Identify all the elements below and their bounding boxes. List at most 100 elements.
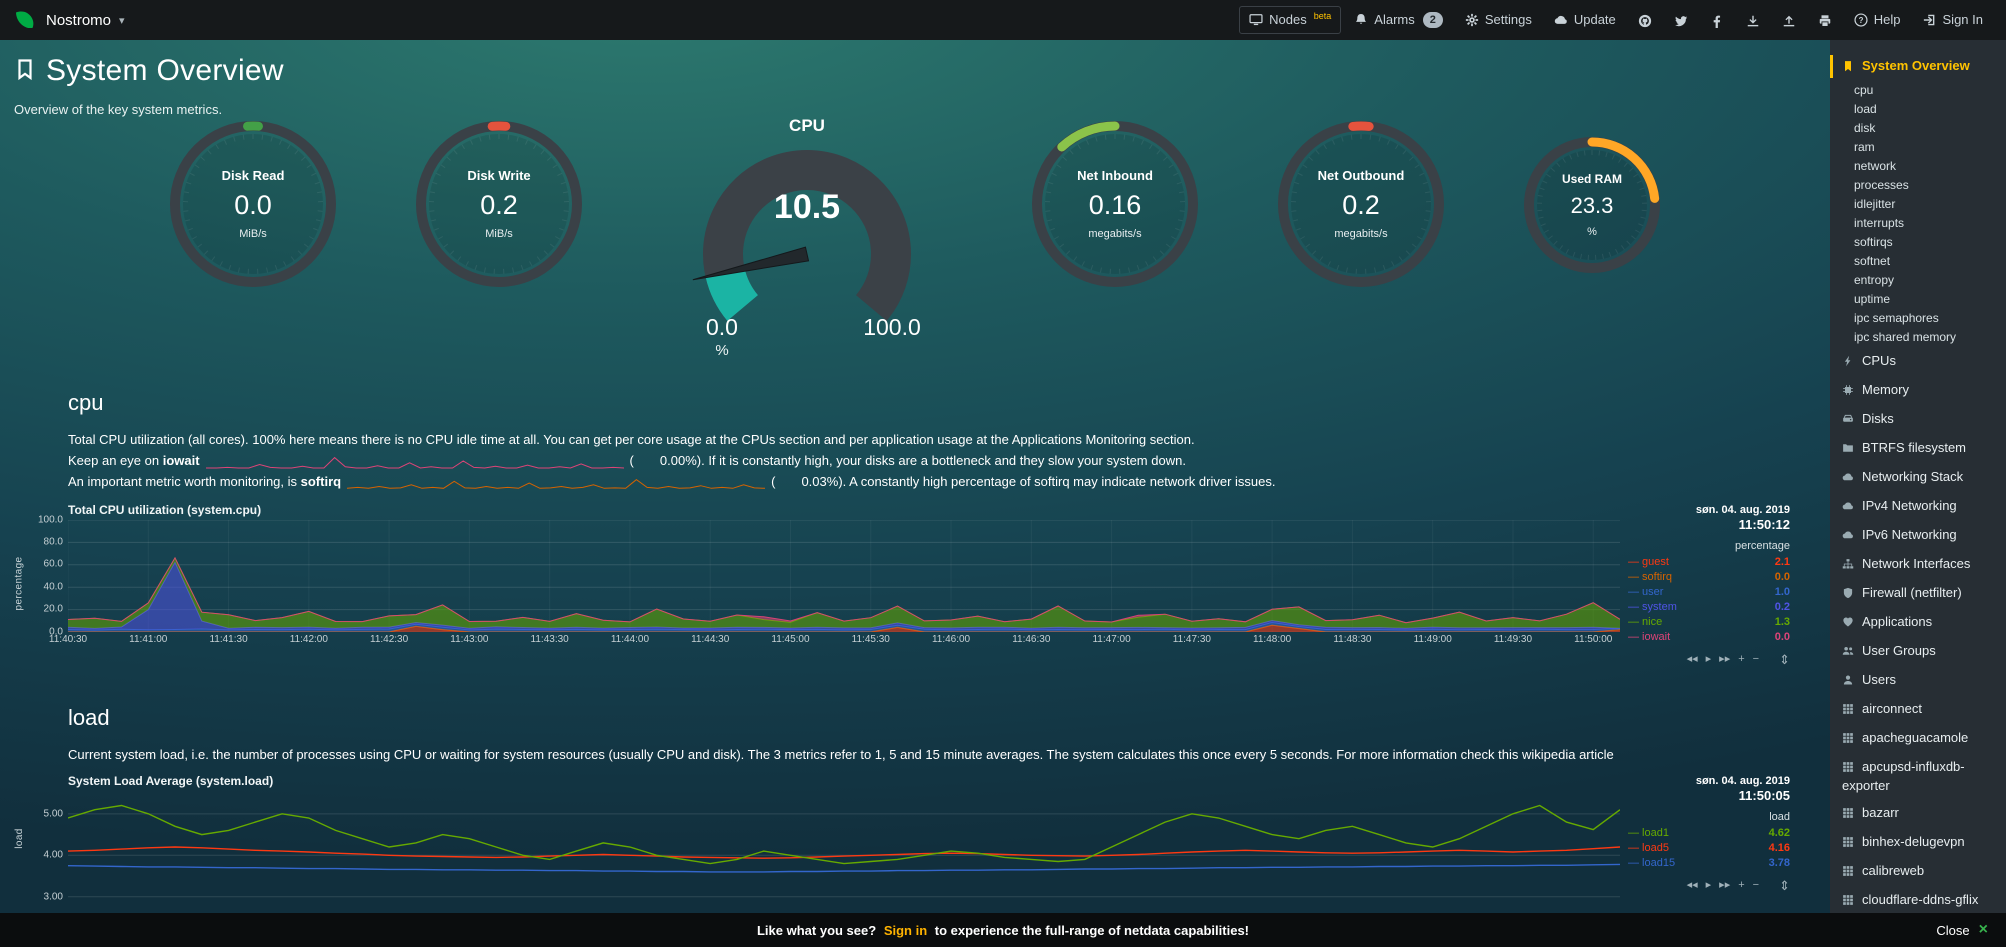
sidebar-item-networking-stack[interactable]: Networking Stack <box>1830 463 2006 492</box>
legend-load5[interactable]: — load5 4.16 <box>1628 841 1790 856</box>
legend-nice[interactable]: — nice 1.3 <box>1628 615 1790 630</box>
y-tick-label: 4.00 <box>43 849 63 861</box>
legend-load15[interactable]: — load15 3.78 <box>1628 856 1790 871</box>
chart-zoom-out-icon[interactable]: − <box>1752 652 1760 665</box>
legend-guest[interactable]: — guest 2.1 <box>1628 555 1790 570</box>
sidebar-item-bazarr[interactable]: bazarr <box>1830 799 2006 828</box>
sidebar-subitem-idlejitter[interactable]: idlejitter <box>1854 197 1896 211</box>
sidebar-item-cpus[interactable]: CPUs <box>1830 347 2006 376</box>
sidebar-item-binhex-delugevpn[interactable]: binhex-delugevpn <box>1830 828 2006 857</box>
gauge-net-inbound[interactable]: Net Inbound 0.16 megabits/s <box>1027 116 1203 292</box>
sidebar-subitem-cpu[interactable]: cpu <box>1854 83 1874 97</box>
nav-settings[interactable]: Settings <box>1456 7 1541 33</box>
chart-pan-forward-icon[interactable]: ▸▸ <box>1719 879 1731 892</box>
chart-pan-backward-icon[interactable]: ◂◂ <box>1686 879 1698 892</box>
sidebar-subitem-softnet[interactable]: softnet <box>1854 254 1891 268</box>
user-icon <box>1842 673 1857 690</box>
legend-user[interactable]: — user 1.0 <box>1628 585 1790 600</box>
nav-label: Alarms <box>1374 12 1415 27</box>
sidebar-subitem-uptime[interactable]: uptime <box>1854 292 1891 306</box>
banner-text: to experience the full-range of netdata … <box>931 922 1250 938</box>
nav-nodes[interactable]: Nodes beta <box>1239 6 1342 34</box>
gauge-cpu[interactable]: CPU 10.5 0.0 100.0% <box>657 116 957 366</box>
sidebar-item-ipv6-networking[interactable]: IPv6 Networking <box>1830 521 2006 550</box>
sidebar-subitem-interrupts[interactable]: interrupts <box>1854 216 1905 230</box>
sidebar-item-user-groups[interactable]: User Groups <box>1830 637 2006 666</box>
nav-print-button[interactable] <box>1809 8 1841 33</box>
chart-load[interactable]: load System Load Average (system.load) 3.0… <box>12 774 1790 903</box>
navbar-actions: Nodes beta Alarms 2 Settings Update ? Help Sign … <box>1239 6 1992 34</box>
legend-name: — system <box>1628 600 1677 613</box>
sidebar-subitem-ipc-semaphores[interactable]: ipc semaphores <box>1854 311 1939 325</box>
cloud-icon <box>1842 499 1857 516</box>
legend-load1[interactable]: — load1 4.62 <box>1628 826 1790 841</box>
sidebar-item-firewall-netfilter[interactable]: Firewall (netfilter) <box>1830 579 2006 608</box>
chart-zoom-out-icon[interactable]: − <box>1752 879 1760 892</box>
gauge-disk-read[interactable]: Disk Read 0.0 MiB/s <box>165 116 341 292</box>
sidebar-item-apacheguacamole[interactable]: apacheguacamole <box>1830 724 2006 753</box>
iowait-value: 0.00% <box>659 452 697 468</box>
chart-pan-backward-icon[interactable]: ◂◂ <box>1686 652 1698 665</box>
chart-zoom-in-icon[interactable]: + <box>1738 652 1745 665</box>
sidebar-item-system-overview[interactable]: System Overview <box>1830 52 2006 81</box>
sidebar-subitem-load[interactable]: load <box>1854 102 1877 116</box>
gauge-label: Disk Read <box>221 168 285 183</box>
nav-github-button[interactable] <box>1629 8 1661 33</box>
sidebar-item-applications[interactable]: Applications <box>1830 608 2006 637</box>
chart-play-icon[interactable]: ▸ <box>1705 652 1712 665</box>
chart-resize-icon[interactable]: ⇕ <box>1779 651 1790 667</box>
sidebar-subitem-ram[interactable]: ram <box>1854 140 1875 154</box>
beta-badge: beta <box>1313 11 1332 21</box>
nav-upload-button[interactable] <box>1773 8 1805 33</box>
twitter-icon <box>1674 14 1688 28</box>
nav-help[interactable]: ? Help <box>1845 7 1910 33</box>
sidebar-subitem-softirqs[interactable]: softirqs <box>1854 235 1893 249</box>
gauge-label: Net Outbound <box>1317 168 1405 183</box>
sidebar-item-cloudflare-ddns-gflix[interactable]: cloudflare-ddns-gflix <box>1830 886 2006 915</box>
sidebar-subitem-disk[interactable]: disk <box>1854 121 1876 135</box>
sidebar-item-network-interfaces[interactable]: Network Interfaces <box>1830 550 2006 579</box>
sidebar-item-btrfs-filesystem[interactable]: BTRFS filesystem <box>1830 434 2006 463</box>
sidebar-item-users[interactable]: Users <box>1830 666 2006 695</box>
gauge-used-ram[interactable]: Used RAM 23.3% <box>1519 132 1665 278</box>
sidebar-subitem-network[interactable]: network <box>1854 159 1897 173</box>
chart-play-icon[interactable]: ▸ <box>1705 879 1712 892</box>
sidebar-item-airconnect[interactable]: airconnect <box>1830 695 2006 724</box>
softirq-sparkline <box>347 475 766 491</box>
sidebar-item-apcupsd-influxdb-exporter[interactable]: apcupsd-influxdb-exporter <box>1830 753 2006 799</box>
sign-in-link[interactable]: Sign in <box>883 922 928 938</box>
sidebar-item-label: apacheguacamole <box>1862 730 1969 745</box>
sidebar-item-label: apcupsd-influxdb-exporter <box>1842 759 1965 793</box>
legend-system[interactable]: — system 0.2 <box>1628 600 1790 615</box>
legend-softirq[interactable]: — softirq 0.0 <box>1628 570 1790 585</box>
sidebar-subitem-processes[interactable]: processes <box>1854 178 1909 192</box>
sidebar-item-memory[interactable]: Memory <box>1830 376 2006 405</box>
legend-iowait[interactable]: — iowait 0.0 <box>1628 630 1790 645</box>
nav-alarms[interactable]: Alarms 2 <box>1345 7 1452 33</box>
chart-pan-forward-icon[interactable]: ▸▸ <box>1719 652 1731 665</box>
sidebar-item-ipv4-networking[interactable]: IPv4 Networking <box>1830 492 2006 521</box>
chart-resize-icon[interactable]: ⇕ <box>1779 878 1790 894</box>
nav-download-button[interactable] <box>1737 8 1769 33</box>
x-tick-label: 11:42:00 <box>289 633 328 645</box>
legend-value: 3.78 <box>1768 857 1790 870</box>
x-tick-label: 11:45:00 <box>771 633 810 645</box>
nav-sign-in[interactable]: Sign In <box>1914 7 1992 33</box>
gauge-title: CPU <box>789 116 825 135</box>
gauge-net-outbound[interactable]: Net Outbound 0.2 megabits/s <box>1273 116 1449 292</box>
sidebar-item-disks[interactable]: Disks <box>1830 405 2006 434</box>
sidebar-subitem-ipc-shared-memory[interactable]: ipc shared memory <box>1854 330 1957 344</box>
chart-cpu[interactable]: percentage Total CPU utilization (system.… <box>12 503 1790 667</box>
nav-facebook-button[interactable] <box>1701 8 1733 33</box>
sidebar-item-calibreweb[interactable]: calibreweb <box>1830 857 2006 886</box>
nav-update[interactable]: Update <box>1545 7 1625 33</box>
sidebar-subitem-entropy[interactable]: entropy <box>1854 273 1895 287</box>
legend-name: — guest <box>1628 555 1669 568</box>
chart-zoom-in-icon[interactable]: + <box>1738 879 1745 892</box>
x-tick-label: 11:40:30 <box>48 633 88 645</box>
sign-in-icon <box>1923 13 1937 27</box>
node-menu-button[interactable]: Nostromo ▾ <box>14 8 125 32</box>
gauge-disk-write[interactable]: Disk Write 0.2 MiB/s <box>411 116 587 292</box>
banner-close-button[interactable]: Close × <box>1936 922 1988 938</box>
nav-twitter-button[interactable] <box>1665 8 1697 33</box>
